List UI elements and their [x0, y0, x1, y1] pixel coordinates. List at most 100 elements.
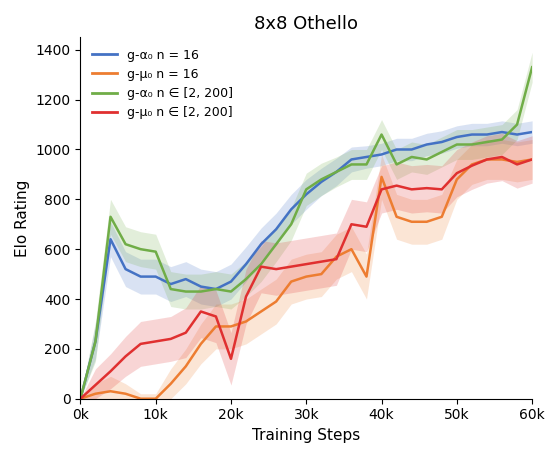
- g-α₀ n = 16: [333, 169, 340, 174]
- g-α₀ n = 16: [484, 132, 491, 137]
- g-α₀ n = 16: [77, 396, 84, 402]
- g-α₀ n ∈ [2, 200]: [484, 139, 491, 145]
- g-α₀ n = 16: [498, 129, 505, 135]
- g-α₀ n = 16: [242, 262, 249, 267]
- g-μ₀ n = 16: [333, 254, 340, 259]
- g-μ₀ n ∈ [2, 200]: [378, 186, 385, 192]
- g-μ₀ n ∈ [2, 200]: [454, 170, 460, 176]
- g-α₀ n ∈ [2, 200]: [273, 241, 279, 247]
- g-α₀ n ∈ [2, 200]: [198, 289, 204, 294]
- g-α₀ n ∈ [2, 200]: [363, 162, 370, 167]
- g-α₀ n ∈ [2, 200]: [514, 122, 520, 127]
- g-μ₀ n ∈ [2, 200]: [77, 396, 84, 402]
- g-α₀ n ∈ [2, 200]: [107, 214, 114, 219]
- g-α₀ n = 16: [167, 281, 174, 287]
- g-α₀ n ∈ [2, 200]: [378, 132, 385, 137]
- g-α₀ n = 16: [137, 274, 144, 279]
- g-μ₀ n = 16: [318, 271, 325, 277]
- g-α₀ n ∈ [2, 200]: [469, 142, 475, 147]
- g-α₀ n ∈ [2, 200]: [167, 286, 174, 292]
- g-μ₀ n ∈ [2, 200]: [333, 256, 340, 262]
- g-α₀ n ∈ [2, 200]: [242, 276, 249, 282]
- g-α₀ n = 16: [318, 179, 325, 185]
- g-α₀ n = 16: [348, 157, 355, 162]
- g-α₀ n = 16: [198, 284, 204, 289]
- Legend: g-α₀ n = 16, g-μ₀ n = 16, g-α₀ n ∈ [2, 200], g-μ₀ n ∈ [2, 200]: g-α₀ n = 16, g-μ₀ n = 16, g-α₀ n ∈ [2, 2…: [87, 44, 237, 124]
- g-α₀ n ∈ [2, 200]: [77, 396, 84, 402]
- g-μ₀ n ∈ [2, 200]: [273, 267, 279, 272]
- g-μ₀ n ∈ [2, 200]: [167, 336, 174, 342]
- g-μ₀ n ∈ [2, 200]: [484, 157, 491, 162]
- g-α₀ n ∈ [2, 200]: [213, 286, 220, 292]
- g-μ₀ n ∈ [2, 200]: [514, 162, 520, 167]
- g-α₀ n = 16: [152, 274, 159, 279]
- g-μ₀ n ∈ [2, 200]: [242, 294, 249, 299]
- g-μ₀ n ∈ [2, 200]: [288, 264, 295, 269]
- g-μ₀ n ∈ [2, 200]: [393, 183, 400, 188]
- g-α₀ n = 16: [469, 132, 475, 137]
- g-α₀ n = 16: [227, 279, 234, 284]
- g-μ₀ n ∈ [2, 200]: [213, 314, 220, 319]
- g-μ₀ n = 16: [258, 309, 264, 314]
- g-α₀ n ∈ [2, 200]: [122, 241, 129, 247]
- g-μ₀ n = 16: [498, 157, 505, 162]
- g-α₀ n = 16: [273, 227, 279, 232]
- g-α₀ n = 16: [408, 147, 415, 152]
- g-μ₀ n = 16: [288, 279, 295, 284]
- g-μ₀ n = 16: [393, 214, 400, 219]
- g-α₀ n ∈ [2, 200]: [152, 249, 159, 255]
- g-α₀ n ∈ [2, 200]: [498, 137, 505, 142]
- g-μ₀ n ∈ [2, 200]: [107, 369, 114, 374]
- Title: 8x8 Othello: 8x8 Othello: [254, 15, 358, 33]
- g-μ₀ n = 16: [529, 157, 535, 162]
- g-μ₀ n = 16: [227, 324, 234, 329]
- g-α₀ n ∈ [2, 200]: [529, 65, 535, 70]
- g-μ₀ n = 16: [213, 324, 220, 329]
- g-μ₀ n = 16: [198, 341, 204, 347]
- g-μ₀ n = 16: [152, 396, 159, 402]
- g-α₀ n = 16: [258, 241, 264, 247]
- g-α₀ n ∈ [2, 200]: [137, 246, 144, 252]
- g-α₀ n ∈ [2, 200]: [227, 289, 234, 294]
- g-μ₀ n ∈ [2, 200]: [122, 354, 129, 359]
- g-α₀ n ∈ [2, 200]: [423, 157, 430, 162]
- g-μ₀ n ∈ [2, 200]: [438, 186, 445, 192]
- g-μ₀ n ∈ [2, 200]: [408, 186, 415, 192]
- g-μ₀ n = 16: [378, 174, 385, 180]
- g-μ₀ n = 16: [454, 177, 460, 182]
- g-μ₀ n = 16: [514, 159, 520, 165]
- Y-axis label: Elo Rating: Elo Rating: [15, 180, 30, 257]
- g-α₀ n = 16: [393, 147, 400, 152]
- Line: g-μ₀ n = 16: g-μ₀ n = 16: [81, 159, 532, 399]
- g-μ₀ n = 16: [167, 381, 174, 387]
- g-μ₀ n ∈ [2, 200]: [498, 154, 505, 160]
- Line: g-α₀ n ∈ [2, 200]: g-α₀ n ∈ [2, 200]: [81, 67, 532, 399]
- g-μ₀ n ∈ [2, 200]: [318, 259, 325, 264]
- g-μ₀ n = 16: [408, 219, 415, 224]
- g-α₀ n = 16: [378, 152, 385, 157]
- g-μ₀ n ∈ [2, 200]: [529, 157, 535, 162]
- g-μ₀ n = 16: [438, 214, 445, 219]
- g-α₀ n = 16: [122, 267, 129, 272]
- g-μ₀ n = 16: [469, 162, 475, 167]
- g-μ₀ n ∈ [2, 200]: [92, 382, 99, 388]
- g-α₀ n ∈ [2, 200]: [318, 177, 325, 182]
- g-μ₀ n ∈ [2, 200]: [227, 356, 234, 362]
- g-μ₀ n ∈ [2, 200]: [137, 341, 144, 347]
- g-μ₀ n ∈ [2, 200]: [423, 185, 430, 191]
- g-μ₀ n ∈ [2, 200]: [363, 224, 370, 229]
- g-μ₀ n = 16: [92, 391, 99, 397]
- g-α₀ n ∈ [2, 200]: [183, 289, 189, 294]
- g-α₀ n = 16: [183, 276, 189, 282]
- g-α₀ n = 16: [288, 207, 295, 212]
- g-μ₀ n ∈ [2, 200]: [258, 264, 264, 269]
- g-α₀ n ∈ [2, 200]: [408, 154, 415, 160]
- g-α₀ n = 16: [107, 236, 114, 242]
- g-α₀ n ∈ [2, 200]: [348, 162, 355, 167]
- g-μ₀ n = 16: [242, 319, 249, 324]
- g-α₀ n = 16: [438, 139, 445, 145]
- g-μ₀ n = 16: [107, 388, 114, 394]
- g-μ₀ n = 16: [363, 274, 370, 279]
- g-α₀ n ∈ [2, 200]: [333, 169, 340, 174]
- g-μ₀ n = 16: [484, 157, 491, 162]
